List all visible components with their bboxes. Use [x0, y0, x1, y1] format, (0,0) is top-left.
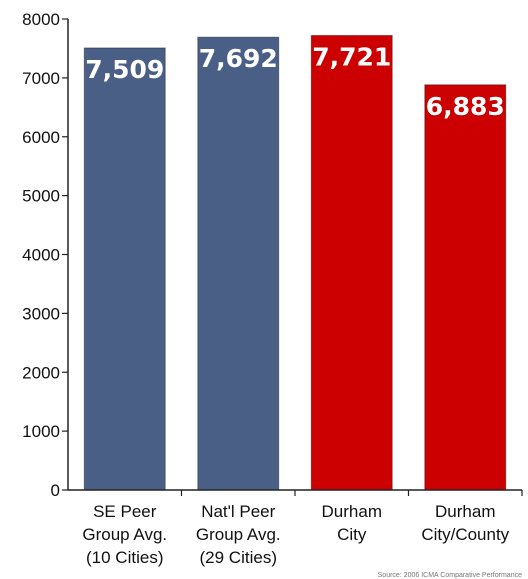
x-category-label: City/County	[421, 525, 509, 544]
x-category-label: Group Avg.	[82, 525, 167, 544]
bar	[310, 34, 393, 491]
bar-value-label: 7,509	[85, 55, 164, 84]
y-tick-label: 8000	[22, 10, 60, 29]
y-tick-label: 1000	[22, 422, 60, 441]
y-tick-label: 6000	[22, 128, 60, 147]
source-note: Source: 2006 ICMA Comparative Performanc…	[378, 572, 522, 579]
bars: 7,509 7,692 7,721 6,883	[83, 34, 507, 491]
x-category-label: (29 Cities)	[200, 548, 277, 567]
y-tick-label: 7000	[22, 69, 60, 88]
x-category-label: Nat'l Peer	[201, 502, 275, 521]
y-tick-label: 4000	[22, 246, 60, 265]
bar-value-label: 7,692	[199, 44, 278, 73]
x-category-label: (10 Cities)	[86, 548, 163, 567]
bar	[424, 84, 507, 491]
x-category-label: Group Avg.	[196, 525, 281, 544]
y-tick-label: 5000	[22, 187, 60, 206]
y-tick-label: 3000	[22, 304, 60, 323]
bar-value-label: 7,721	[312, 42, 391, 71]
x-category-label: Durham	[435, 502, 495, 521]
x-category-label: Durham	[322, 502, 382, 521]
y-tick-label: 0	[51, 481, 60, 500]
x-category-label: SE Peer	[93, 502, 157, 521]
bar	[83, 47, 166, 491]
bar-value-label: 6,883	[426, 92, 505, 121]
x-axis: SE Peer Group Avg. (10 Cities) Nat'l Peer Gr…	[68, 489, 523, 567]
y-tick-label: 2000	[22, 363, 60, 382]
bar	[197, 36, 280, 491]
y-axis: 0 1000 2000 3000 4000 5000 6000 7000 8000	[22, 10, 69, 500]
x-category-label: City	[337, 525, 367, 544]
